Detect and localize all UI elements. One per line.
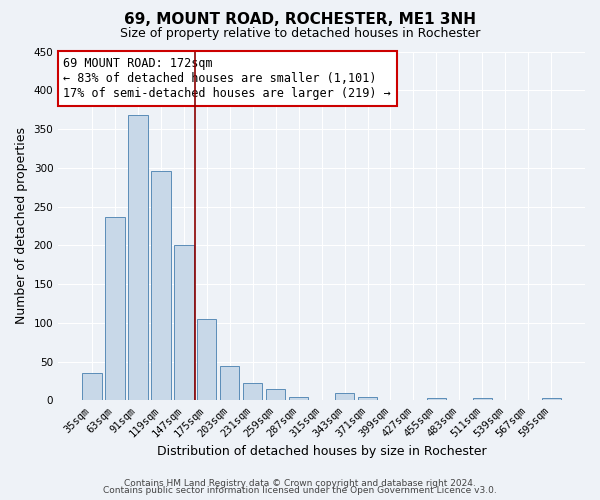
Text: Contains public sector information licensed under the Open Government Licence v3: Contains public sector information licen… (103, 486, 497, 495)
Text: 69 MOUNT ROAD: 172sqm
← 83% of detached houses are smaller (1,101)
17% of semi-d: 69 MOUNT ROAD: 172sqm ← 83% of detached … (64, 56, 391, 100)
Bar (174, 246, 194, 400)
Bar (220, 366, 239, 400)
Bar (243, 382, 262, 400)
Bar (266, 389, 286, 400)
Bar (289, 396, 308, 400)
Bar (542, 398, 561, 400)
Bar (427, 398, 446, 400)
Bar (335, 392, 355, 400)
Bar (82, 374, 101, 400)
Y-axis label: Number of detached properties: Number of detached properties (15, 128, 28, 324)
Text: Contains HM Land Registry data © Crown copyright and database right 2024.: Contains HM Land Registry data © Crown c… (124, 478, 476, 488)
Text: Size of property relative to detached houses in Rochester: Size of property relative to detached ho… (120, 28, 480, 40)
Text: 69, MOUNT ROAD, ROCHESTER, ME1 3NH: 69, MOUNT ROAD, ROCHESTER, ME1 3NH (124, 12, 476, 28)
Bar (105, 218, 125, 400)
Bar (473, 398, 492, 400)
Bar (151, 171, 170, 400)
Bar (128, 115, 148, 401)
X-axis label: Distribution of detached houses by size in Rochester: Distribution of detached houses by size … (157, 444, 487, 458)
Bar (358, 396, 377, 400)
Bar (197, 319, 217, 400)
